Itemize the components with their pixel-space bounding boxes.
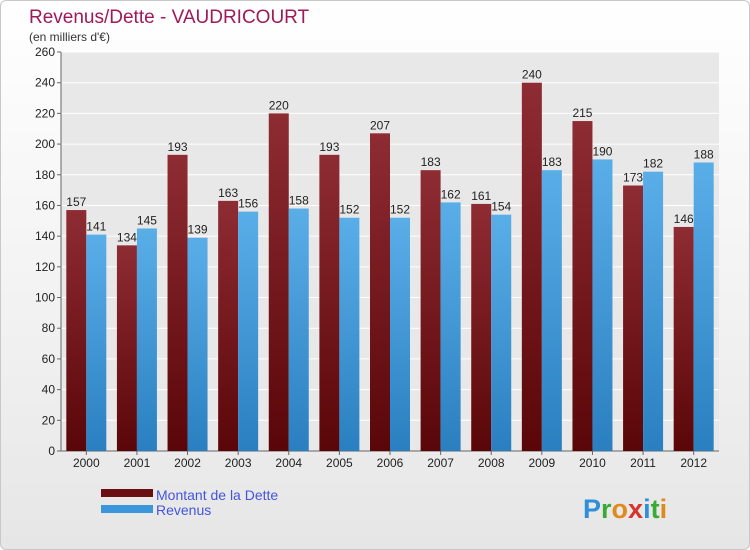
data-label-debt: 193 bbox=[319, 140, 339, 154]
x-tick-label: 2003 bbox=[225, 456, 252, 470]
bar-debt bbox=[116, 245, 137, 451]
y-tick-label: 240 bbox=[35, 76, 55, 90]
data-label-debt: 240 bbox=[522, 68, 542, 82]
bar-debt bbox=[623, 185, 644, 451]
bar-debt bbox=[572, 121, 593, 452]
bar-debt bbox=[521, 82, 542, 451]
x-tick-label: 2012 bbox=[680, 456, 707, 470]
bar-debt bbox=[471, 203, 492, 451]
y-tick-label: 60 bbox=[42, 352, 56, 366]
bar-debt bbox=[673, 226, 694, 451]
data-label-debt: 220 bbox=[269, 98, 289, 112]
x-tick-label: 2000 bbox=[73, 456, 100, 470]
y-tick-label: 100 bbox=[35, 291, 55, 305]
bar-debt bbox=[319, 154, 340, 452]
bar-debt bbox=[370, 133, 390, 452]
data-label-revenus: 162 bbox=[441, 187, 461, 201]
data-label-debt: 157 bbox=[66, 195, 86, 209]
bar-revenus bbox=[541, 170, 562, 451]
data-label-revenus: 152 bbox=[390, 203, 410, 217]
x-tick-label: 2011 bbox=[630, 456, 656, 470]
x-tick-label: 2006 bbox=[377, 456, 404, 470]
data-label-revenus: 182 bbox=[643, 157, 663, 171]
bar-revenus bbox=[86, 234, 107, 451]
data-label-revenus: 139 bbox=[188, 223, 208, 237]
data-label-debt: 134 bbox=[117, 230, 137, 244]
bar-debt bbox=[66, 210, 87, 451]
data-label-revenus: 152 bbox=[339, 203, 359, 217]
bar-revenus bbox=[693, 162, 714, 451]
data-label-revenus: 158 bbox=[289, 194, 309, 208]
bar-revenus bbox=[339, 217, 360, 451]
data-label-revenus: 156 bbox=[238, 197, 258, 211]
legend-swatch-debt bbox=[101, 489, 153, 497]
legend-swatch-revenus bbox=[101, 505, 153, 513]
y-tick-label: 140 bbox=[35, 229, 55, 243]
y-tick-label: 0 bbox=[48, 444, 55, 458]
data-label-debt: 161 bbox=[471, 189, 491, 203]
data-label-revenus: 154 bbox=[491, 200, 511, 214]
x-tick-label: 2009 bbox=[528, 456, 555, 470]
y-tick-label: 120 bbox=[35, 260, 55, 274]
chart-subtitle: (en milliers d'€) bbox=[29, 30, 110, 44]
chart-title: Revenus/Dette - VAUDRICOURT bbox=[29, 7, 310, 28]
data-label-debt: 146 bbox=[674, 212, 694, 226]
legend-label-debt: Montant de la Dette bbox=[156, 487, 278, 503]
bar-revenus bbox=[643, 171, 664, 451]
bar-revenus bbox=[390, 217, 410, 451]
x-tick-label: 2002 bbox=[174, 456, 201, 470]
data-label-revenus: 188 bbox=[694, 147, 714, 161]
y-tick-label: 160 bbox=[35, 198, 55, 212]
x-tick-label: 2008 bbox=[478, 456, 505, 470]
y-tick-label: 20 bbox=[42, 413, 56, 427]
legend-label-revenus: Revenus bbox=[156, 502, 211, 518]
bar-debt bbox=[420, 170, 441, 451]
y-tick-label: 220 bbox=[35, 106, 55, 120]
data-label-debt: 193 bbox=[168, 140, 188, 154]
y-tick-label: 40 bbox=[42, 383, 56, 397]
bar-revenus bbox=[592, 159, 613, 451]
data-label-debt: 183 bbox=[421, 155, 441, 169]
x-tick-label: 2005 bbox=[326, 456, 353, 470]
bar-debt bbox=[268, 113, 289, 451]
x-tick-label: 2010 bbox=[579, 456, 606, 470]
bar-debt bbox=[167, 154, 188, 452]
y-tick-label: 200 bbox=[35, 137, 55, 151]
x-tick-label: 2007 bbox=[427, 456, 454, 470]
logo-text: Proxiti bbox=[583, 494, 667, 524]
data-label-revenus: 183 bbox=[542, 155, 562, 169]
y-tick-label: 260 bbox=[35, 45, 55, 59]
data-label-debt: 173 bbox=[623, 171, 643, 185]
x-tick-label: 2001 bbox=[124, 456, 151, 470]
bar-revenus bbox=[238, 211, 259, 451]
proxiti-logo: Proxiti bbox=[583, 494, 667, 524]
data-label-debt: 207 bbox=[370, 118, 390, 132]
legend: Montant de la Dette Revenus bbox=[101, 487, 278, 518]
bar-debt bbox=[218, 200, 239, 451]
data-label-revenus: 145 bbox=[137, 213, 157, 227]
plot-area: 0 20 40 60 80 100 120 140 160 180 200 220 240 260 2000… bbox=[35, 45, 719, 470]
data-label-revenus: 141 bbox=[86, 220, 106, 234]
bar-revenus bbox=[136, 228, 157, 451]
bar-revenus bbox=[440, 202, 461, 451]
x-tick-label: 2004 bbox=[275, 456, 302, 470]
data-label-debt: 215 bbox=[572, 106, 592, 120]
data-label-debt: 163 bbox=[218, 186, 238, 200]
y-tick-label: 180 bbox=[35, 168, 55, 182]
y-tick-label: 80 bbox=[42, 321, 56, 335]
bar-revenus bbox=[187, 237, 208, 451]
bar-revenus bbox=[288, 208, 309, 451]
data-label-revenus: 190 bbox=[592, 144, 612, 158]
bar-revenus bbox=[491, 214, 512, 451]
